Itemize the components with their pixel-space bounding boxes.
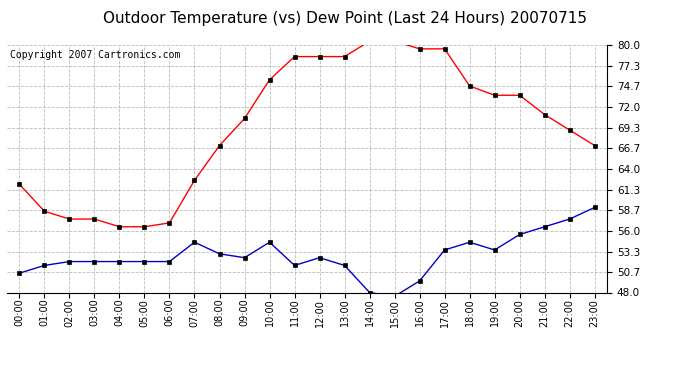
Text: Copyright 2007 Cartronics.com: Copyright 2007 Cartronics.com	[10, 50, 180, 60]
Text: Outdoor Temperature (vs) Dew Point (Last 24 Hours) 20070715: Outdoor Temperature (vs) Dew Point (Last…	[103, 11, 587, 26]
